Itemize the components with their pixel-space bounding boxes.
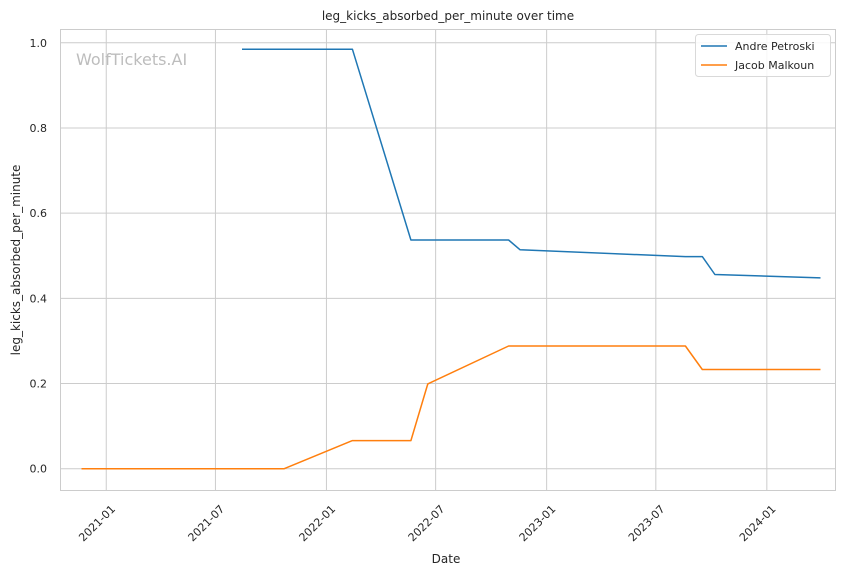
series-line-2 [81, 345, 821, 470]
legend-label: Jacob Malkoun [734, 59, 814, 72]
x-axis-label: Date [432, 552, 461, 566]
y-tick-label: 1.0 [30, 37, 48, 50]
chart-title: leg_kicks_absorbed_per_minute over time [322, 9, 574, 23]
series-lines [81, 48, 821, 470]
legend-box [695, 34, 831, 77]
y-tick-label: 0.6 [30, 207, 48, 220]
y-tick-label: 0.0 [30, 463, 48, 476]
y-tick-label: 0.2 [30, 378, 48, 391]
legend: Andre Petroski Jacob Malkoun [695, 34, 831, 77]
watermark-text: WolfTickets.AI [76, 50, 187, 69]
y-tick-label: 0.4 [30, 292, 48, 305]
y-ticks: 0.0 0.2 0.4 0.6 0.8 1.0 [30, 37, 48, 476]
y-axis-label: leg_kicks_absorbed_per_minute [9, 165, 23, 356]
y-tick-label: 0.8 [30, 122, 48, 135]
legend-label: Andre Petroski [735, 40, 815, 53]
series-line-1 [242, 48, 821, 279]
plot-frame [60, 29, 836, 491]
